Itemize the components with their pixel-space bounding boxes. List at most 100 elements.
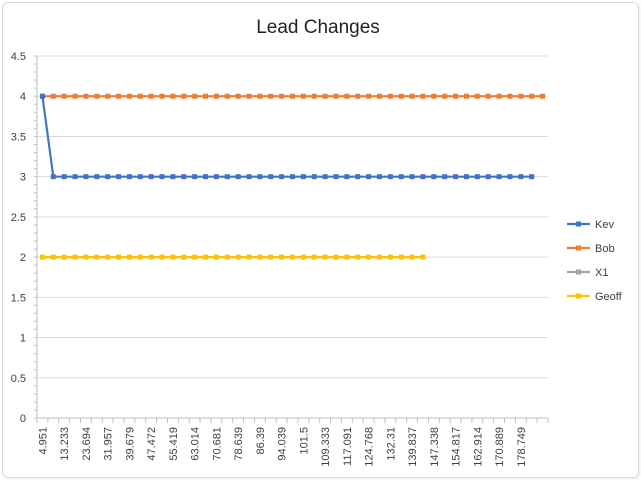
data-point xyxy=(507,93,513,99)
data-point xyxy=(529,93,535,99)
data-point xyxy=(181,254,187,260)
legend-item-x1: X1 xyxy=(567,267,608,279)
data-point xyxy=(50,93,56,99)
data-point xyxy=(94,93,100,99)
data-point xyxy=(485,93,491,99)
data-point xyxy=(181,93,187,99)
y-tick-label: 3 xyxy=(20,172,26,184)
data-point xyxy=(268,93,274,99)
data-point xyxy=(203,254,209,260)
data-point xyxy=(116,93,122,99)
x-tick-label: 78.639 xyxy=(233,427,245,461)
data-point xyxy=(279,174,285,180)
data-point xyxy=(105,254,111,260)
data-point xyxy=(529,174,535,180)
x-axis: 4.951 13.233 23.694 31.957 39.679 47.472 55.41… xyxy=(36,417,549,467)
data-point xyxy=(213,93,219,99)
data-point xyxy=(420,174,426,180)
data-point xyxy=(170,93,176,99)
legend-swatch-marker xyxy=(576,221,581,227)
data-point xyxy=(192,254,198,260)
data-point xyxy=(290,93,295,99)
data-point xyxy=(148,93,154,99)
legend-label: Geoff xyxy=(595,291,623,303)
series-geoff xyxy=(39,254,426,260)
x-tick-label: 124.768 xyxy=(364,427,376,467)
data-point xyxy=(116,174,122,180)
y-axis: 0 0.5 1 1.5 2 2.5 3 3.5 4 4.5 xyxy=(11,51,38,425)
data-point xyxy=(463,174,469,180)
data-point xyxy=(192,93,198,99)
legend-item-bob: Bob xyxy=(567,243,615,255)
series-line xyxy=(41,96,532,178)
x-tick-label: 70.681 xyxy=(211,427,223,461)
data-point xyxy=(376,254,382,260)
legend-label: Kev xyxy=(595,219,614,231)
data-point xyxy=(50,174,56,180)
x-tick-label: 178.749 xyxy=(516,427,528,467)
x-tick-label: 55.419 xyxy=(168,427,180,461)
data-point xyxy=(463,93,469,99)
data-point xyxy=(126,254,132,260)
x-tick-label: 4.951 xyxy=(37,427,49,455)
gridlines xyxy=(37,55,548,379)
data-point xyxy=(355,174,361,180)
data-point xyxy=(268,254,274,260)
data-point xyxy=(333,254,339,260)
data-point xyxy=(322,93,328,99)
data-point xyxy=(257,174,263,180)
data-point xyxy=(366,254,372,260)
data-point xyxy=(333,174,339,180)
x-tick-label: 170.889 xyxy=(494,427,506,467)
data-point xyxy=(540,93,546,99)
data-point xyxy=(333,93,339,99)
x-tick-label: 101.5 xyxy=(298,427,310,455)
data-point xyxy=(224,254,230,260)
legend-item-geoff: Geoff xyxy=(567,291,623,303)
legend-label: X1 xyxy=(595,267,608,279)
data-point xyxy=(366,93,372,99)
data-point xyxy=(137,174,143,180)
data-point xyxy=(148,254,154,260)
x-tick-label: 31.957 xyxy=(103,427,115,461)
data-point xyxy=(126,174,132,180)
data-point xyxy=(137,254,143,260)
data-point xyxy=(366,174,372,180)
data-point xyxy=(137,93,143,99)
data-point xyxy=(453,93,459,99)
data-point xyxy=(409,174,415,180)
series-bob xyxy=(39,93,546,99)
y-tick-label: 4.5 xyxy=(11,51,26,63)
data-point xyxy=(246,254,252,260)
data-point xyxy=(61,93,67,99)
data-point xyxy=(148,174,154,180)
data-point xyxy=(213,174,219,180)
x-tick-label: 13.233 xyxy=(59,427,71,461)
data-point xyxy=(387,254,393,260)
data-point xyxy=(50,254,56,260)
data-point xyxy=(376,174,382,180)
y-tick-label: 1 xyxy=(20,333,26,345)
x-tick-label: 23.694 xyxy=(81,427,93,461)
x-tick-label: 147.338 xyxy=(429,427,441,467)
data-point xyxy=(105,93,111,99)
data-point xyxy=(246,174,252,180)
data-point xyxy=(420,254,426,260)
x-tick-label: 86.39 xyxy=(255,427,267,455)
y-tick-label: 0 xyxy=(20,413,26,425)
data-point xyxy=(268,174,274,180)
data-point xyxy=(192,174,198,180)
data-point xyxy=(203,93,209,99)
data-point xyxy=(398,254,404,260)
data-point xyxy=(235,254,241,260)
data-point xyxy=(83,254,89,260)
legend-swatch-marker xyxy=(576,269,581,275)
data-point xyxy=(507,174,513,180)
data-point xyxy=(224,174,230,180)
data-point xyxy=(311,93,317,99)
data-point xyxy=(387,93,393,99)
data-point xyxy=(279,254,285,260)
y-tick-label: 3.5 xyxy=(11,131,26,143)
